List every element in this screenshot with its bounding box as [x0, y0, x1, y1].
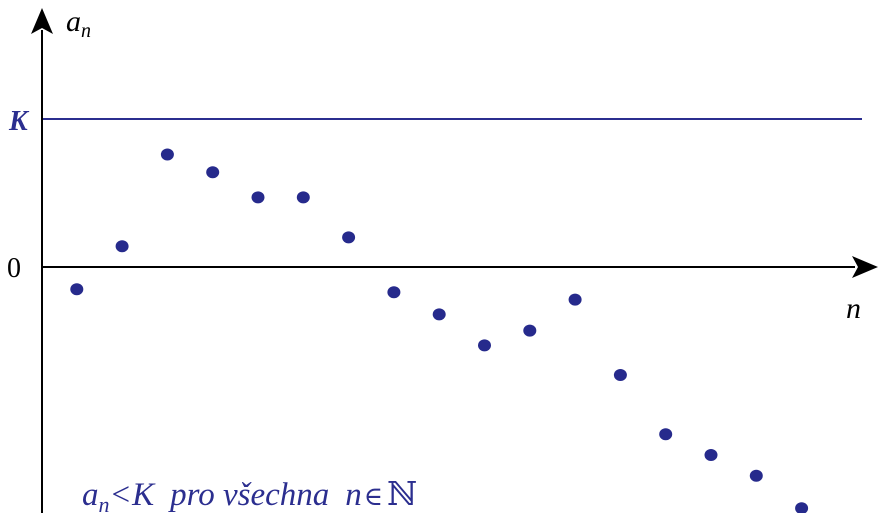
caption-pro-vsechna: pro všechna	[168, 477, 329, 513]
sequence-point-1	[70, 283, 84, 296]
sequence-point-4	[206, 166, 220, 179]
sequence-point-7	[342, 231, 356, 244]
sequence-point-3	[160, 148, 174, 161]
caption-subscript-n: n	[99, 492, 110, 513]
x-axis-arrowhead	[852, 256, 878, 278]
sequence-point-12	[568, 293, 582, 306]
sequence-points	[70, 148, 809, 513]
sequence-point-9	[432, 308, 446, 321]
caption-less-than: <	[112, 477, 131, 513]
x-axis-label: n	[846, 292, 861, 325]
origin-zero-label: 0	[7, 253, 21, 284]
sequence-point-17	[795, 502, 809, 513]
sequence-point-14	[659, 428, 673, 441]
y-axis-label: an	[66, 5, 91, 42]
sequence-point-16	[749, 469, 763, 482]
caption-k: K	[131, 477, 156, 513]
y-axis-arrowhead	[31, 8, 53, 34]
caption-naturals: ℕ	[387, 477, 417, 513]
sequence-point-5	[251, 191, 265, 204]
caption-element-of: ∈	[364, 482, 383, 511]
bound-k-label: K	[8, 106, 30, 137]
sequence-point-8	[387, 286, 401, 299]
caption-a: a	[82, 477, 99, 513]
sequence-point-15	[704, 449, 718, 461]
sequence-point-6	[296, 191, 310, 204]
sequence-point-13	[613, 369, 627, 381]
sequence-point-2	[115, 240, 129, 253]
sequence-point-11	[523, 324, 537, 337]
sequence-point-10	[478, 339, 491, 352]
caption-n: n	[345, 477, 362, 513]
caption: an<K pro všechna n∈ ℕ	[82, 477, 417, 513]
